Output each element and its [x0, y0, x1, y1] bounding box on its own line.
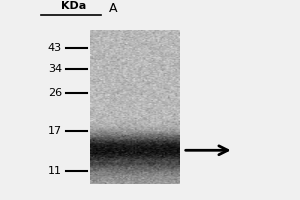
Text: 26: 26: [48, 88, 62, 98]
Text: 11: 11: [48, 166, 62, 176]
Text: 43: 43: [48, 43, 62, 53]
Text: KDa: KDa: [61, 1, 86, 11]
Text: 34: 34: [48, 64, 62, 74]
Text: 17: 17: [48, 126, 62, 136]
Text: A: A: [108, 2, 117, 15]
